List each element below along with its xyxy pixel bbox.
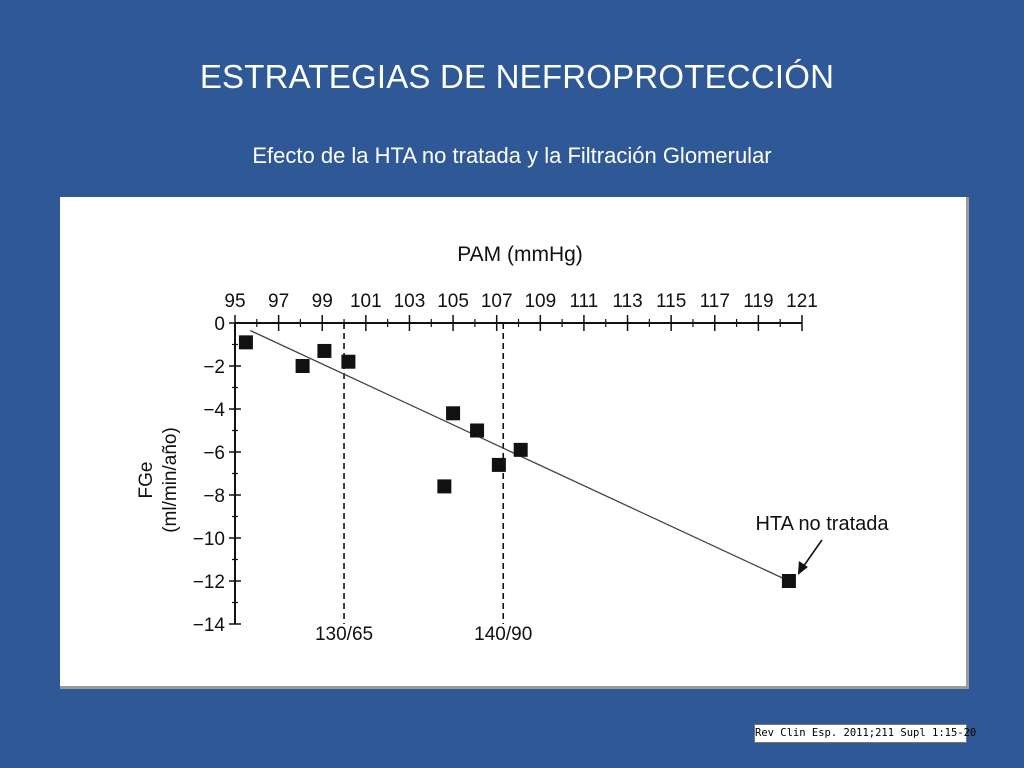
arrow-head [797,561,808,575]
data-point [295,359,310,373]
x-tick-label: 113 [612,291,642,312]
y-tick-label: −14 [193,615,226,636]
annotation-label: HTA no tratada [755,513,889,535]
x-tick-label: 103 [394,291,426,312]
data-points [238,335,796,588]
x-axis-label: PAM (mmHg) [457,243,583,266]
x-tick-label: 115 [656,291,686,312]
x-tick-label: 121 [786,291,818,312]
x-tick-label: 105 [437,291,469,312]
y-axis-label-name: FGe [136,462,157,499]
x-tick-label: 111 [569,291,598,312]
data-point [437,479,452,494]
data-point [470,423,485,438]
scatter-chart: 95 97 99 101 103 105 107 109 111 113 115 117 119 121 0… [136,243,889,645]
x-tick-label: 101 [350,291,382,312]
data-point [781,574,796,588]
source-citation: Rev Clin Esp. 2011;211 Supl 1:15-20 [754,724,976,743]
chart-axes: 95 97 99 101 103 105 107 109 111 113 115 117 119 121 0… [193,291,818,636]
x-tick-label: 99 [312,291,333,312]
x-tick-label: 107 [481,291,513,312]
data-point [317,343,332,358]
x-tick-label: 109 [524,291,556,312]
slide-subtitle: Efecto de la HTA no tratada y la Filtrac… [252,143,772,168]
y-tick-label: −12 [193,572,225,593]
data-point [341,354,356,369]
y-tick-label: −4 [203,400,225,421]
y-tick-label: −2 [203,357,225,378]
annotation-arrow [797,539,823,575]
y-tick-label: −6 [203,443,225,464]
x-tick-label: 97 [268,291,289,312]
y-axis-label-unit: (ml/min/año) [160,427,181,533]
reference-line-label: 130/65 [315,624,373,645]
x-tick-label: 117 [700,291,730,312]
y-tick-label: −10 [193,529,225,550]
data-point [491,457,506,472]
data-point [446,406,461,421]
x-tick-label: 119 [743,291,773,312]
y-tick-label: −8 [203,486,225,507]
data-point [238,335,253,350]
slide-title: ESTRATEGIAS DE NEFROPROTECCIÓN [199,58,835,95]
x-tick-label: 95 [224,291,245,312]
reference-line-label: 140/90 [474,624,532,645]
reference-lines: 130/65 140/90 [315,323,532,645]
data-point [513,442,528,457]
y-tick-label: 0 [214,314,225,335]
